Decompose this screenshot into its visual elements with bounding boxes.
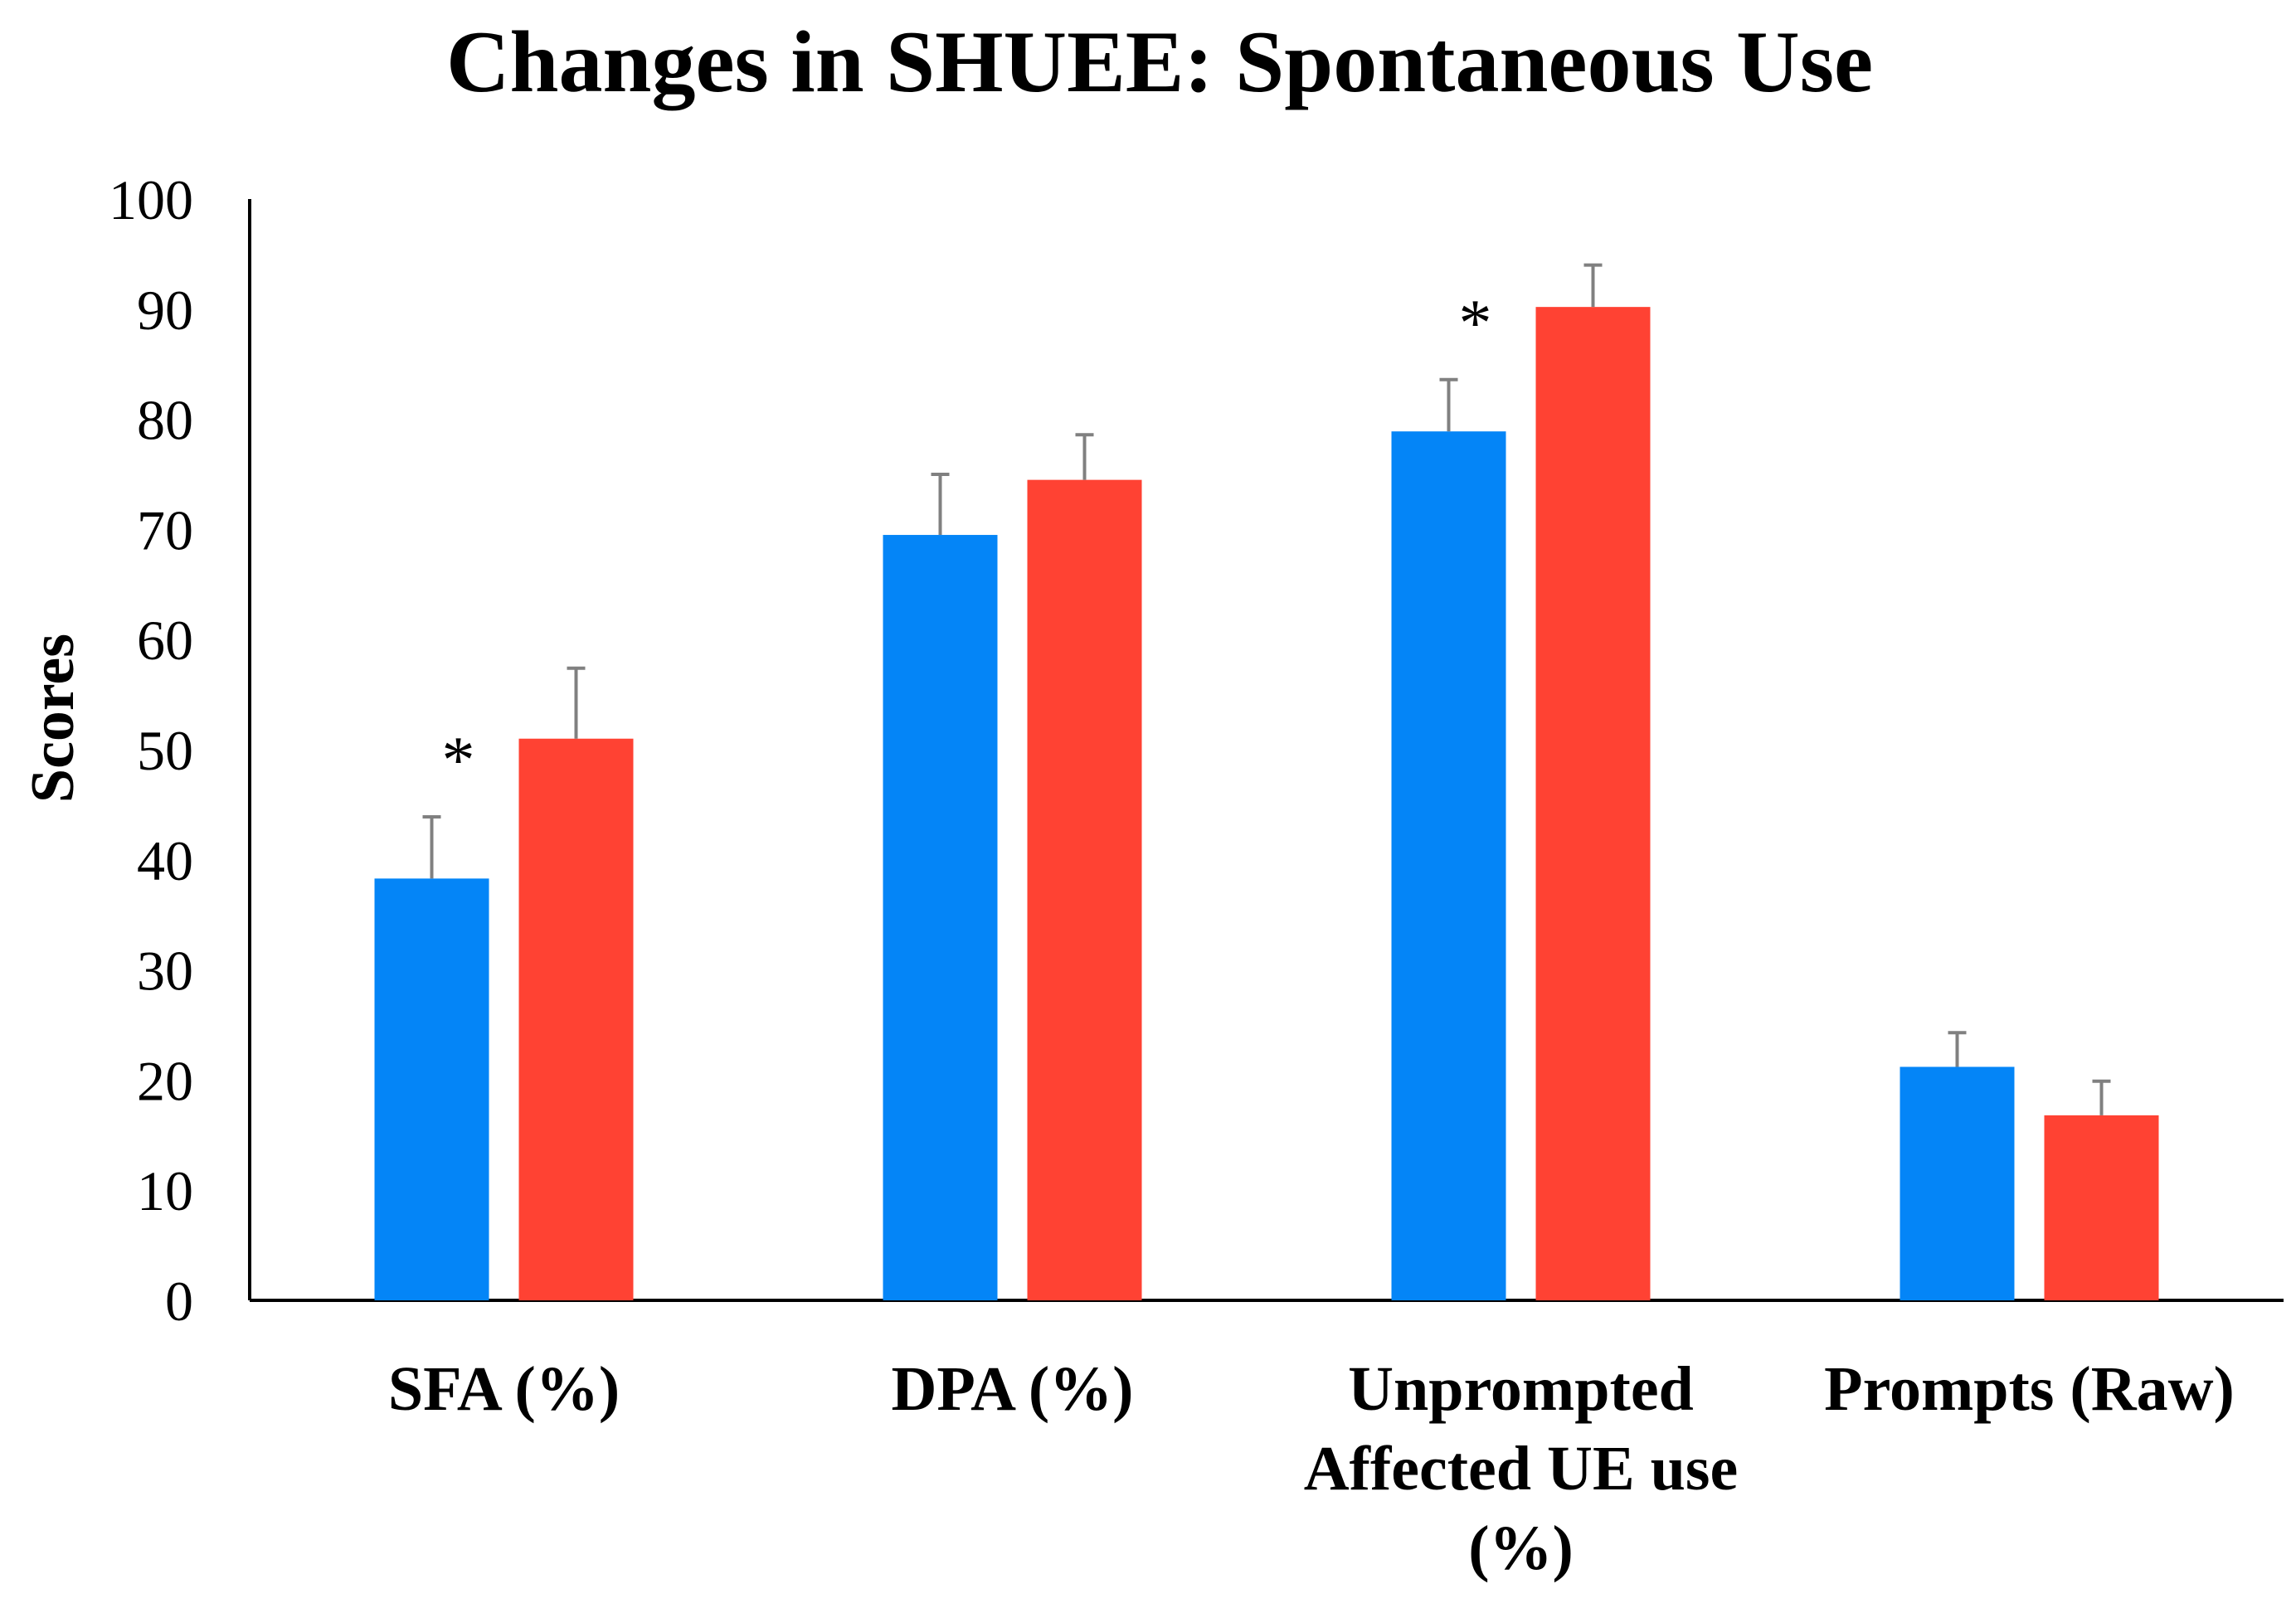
bar-2-1 xyxy=(1535,307,1651,1300)
y-tick-label: 40 xyxy=(137,829,193,892)
significance-markers: ** xyxy=(442,287,1492,797)
y-tick-label: 100 xyxy=(109,168,193,231)
significance-marker: * xyxy=(442,724,475,797)
bar-3-1 xyxy=(2044,1115,2159,1300)
x-ticks: SFA (%) DPA (%) Unprompted Affected UE use(… xyxy=(388,1354,2235,1583)
y-tick-label: 90 xyxy=(137,279,193,342)
y-tick-label: 20 xyxy=(137,1049,193,1112)
significance-marker: * xyxy=(1459,287,1492,360)
x-tick-label: DPA (%) xyxy=(892,1354,1134,1424)
y-tick-label: 60 xyxy=(137,609,193,672)
bar-1-0 xyxy=(883,535,998,1300)
bar-0-0 xyxy=(374,878,489,1300)
y-axis-label: Scores xyxy=(19,634,87,803)
x-tick-label: SFA (%) xyxy=(388,1354,620,1424)
bar-3-0 xyxy=(1900,1066,2015,1300)
bars xyxy=(374,307,2159,1300)
bar-0-1 xyxy=(518,738,634,1300)
y-tick-label: 50 xyxy=(137,719,193,782)
chart-title: Changes in SHUEE: Spontaneous Use xyxy=(446,13,1873,110)
y-tick-label: 10 xyxy=(137,1159,193,1222)
y-tick-label: 30 xyxy=(137,940,193,1003)
y-ticks: 0 10 20 30 40 50 60 70 80 90 100 xyxy=(109,168,193,1333)
y-tick-label: 80 xyxy=(137,389,193,452)
error-bars xyxy=(422,263,2111,1115)
x-tick-label: Unprompted Affected UE use (%) xyxy=(1304,1354,1738,1583)
bar-2-0 xyxy=(1391,431,1506,1300)
y-tick-label: 70 xyxy=(137,498,193,561)
bar-1-1 xyxy=(1027,479,1142,1300)
y-tick-label: 0 xyxy=(165,1270,193,1333)
x-tick-label: Prompts (Raw) xyxy=(1824,1354,2235,1424)
